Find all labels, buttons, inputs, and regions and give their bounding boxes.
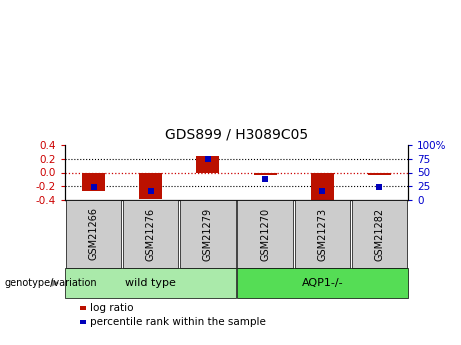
Title: GDS899 / H3089C05: GDS899 / H3089C05: [165, 127, 308, 141]
Bar: [82, 172, 105, 191]
Text: GSM21273: GSM21273: [317, 207, 327, 260]
Bar: [311, 172, 334, 202]
Text: GSM21279: GSM21279: [203, 207, 213, 260]
Point: [376, 184, 383, 189]
Point: [90, 184, 97, 189]
Point: [204, 157, 212, 162]
Bar: [139, 172, 162, 199]
Bar: [254, 172, 277, 175]
Point: [147, 188, 154, 194]
Text: GSM21276: GSM21276: [146, 207, 156, 260]
Text: wild type: wild type: [125, 278, 176, 288]
Text: GSM21282: GSM21282: [374, 207, 384, 260]
Text: AQP1-/-: AQP1-/-: [301, 278, 343, 288]
Text: GSM21270: GSM21270: [260, 207, 270, 260]
Bar: [196, 156, 219, 172]
Bar: [368, 172, 391, 175]
Text: percentile rank within the sample: percentile rank within the sample: [90, 317, 266, 327]
Text: GSM21266: GSM21266: [89, 207, 99, 260]
Text: log ratio: log ratio: [90, 303, 134, 313]
Point: [261, 177, 269, 182]
Text: genotype/variation: genotype/variation: [5, 278, 97, 288]
Point: [319, 188, 326, 194]
